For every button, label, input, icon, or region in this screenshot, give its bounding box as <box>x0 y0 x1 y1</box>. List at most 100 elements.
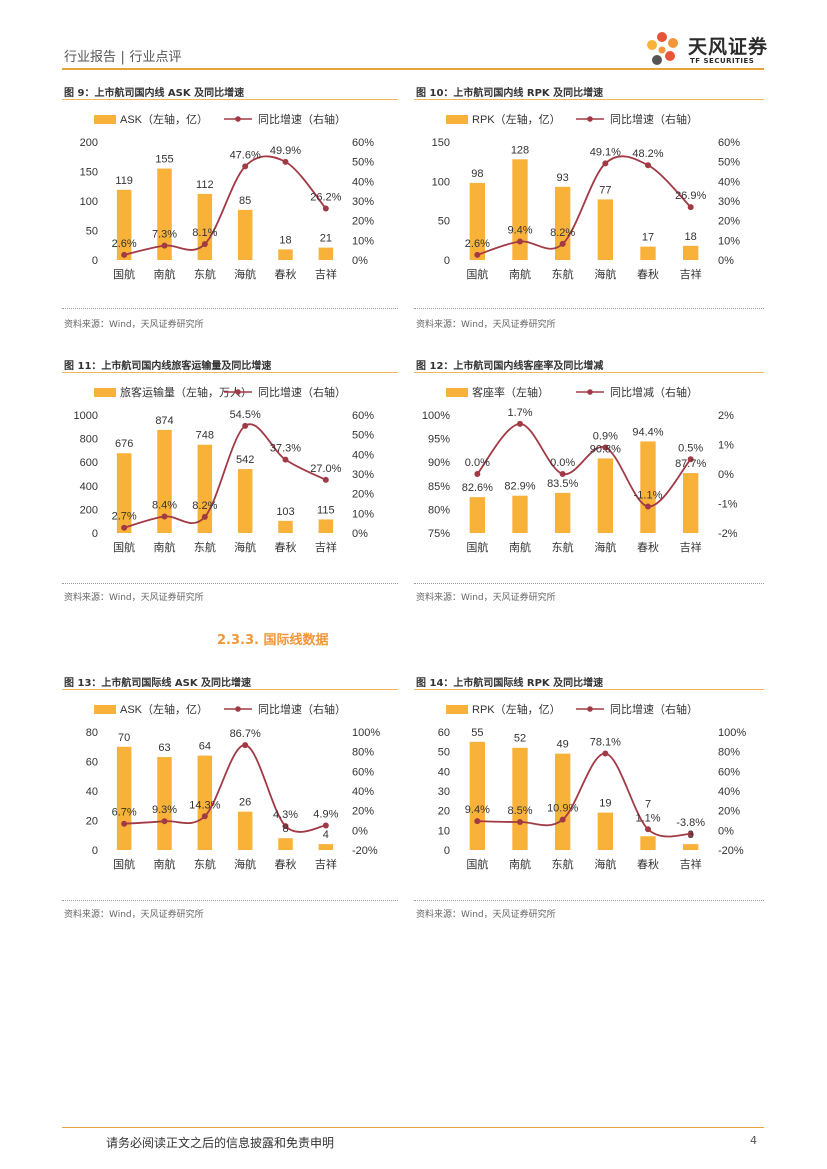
bar-value-label: 748 <box>196 430 214 442</box>
y-left-tick-label: 0 <box>92 528 98 540</box>
rpk-domestic-chart: RPK（左轴，亿） 同比增速（右轴） 0 50 100 150 0% 10% 20% 30% 40%… <box>432 112 741 281</box>
x-tick-label: 海航 <box>234 540 256 554</box>
line-point <box>559 240 566 247</box>
legend-bar-swatch <box>446 705 468 714</box>
y-left-tick-label: 200 <box>80 504 98 516</box>
legend-bar-swatch <box>446 388 468 397</box>
legend-bar-swatch <box>94 115 116 124</box>
figure-source: 资料来源：Wind，天风证券研究所 <box>64 320 204 330</box>
report-header: 行业报告 | 行业点评 <box>64 46 181 65</box>
y-right-tick-label: -20% <box>718 845 744 857</box>
y-right-tick-label: 80% <box>718 747 740 759</box>
line-point <box>687 831 694 838</box>
y-right-tick-label: 10% <box>352 235 374 247</box>
line-point <box>161 513 168 520</box>
figure-title: 图 14：上市航司国际线 RPK 及同比增速 <box>416 678 604 689</box>
bar <box>157 168 172 260</box>
bar-value-label: 155 <box>155 154 173 166</box>
bar-value-label: 98 <box>471 168 483 180</box>
y-right-tick-label: 0% <box>352 528 368 540</box>
x-tick-label: 吉祥 <box>315 267 337 281</box>
line-value-label: 37.3% <box>270 443 301 455</box>
line-value-label: 49.9% <box>270 145 301 157</box>
line-value-label: 2.6% <box>465 238 490 250</box>
x-tick-label: 国航 <box>113 267 135 281</box>
bar-value-label: 8 <box>282 823 288 835</box>
line-point <box>474 471 481 477</box>
y-left-tick-label: 30 <box>438 786 450 798</box>
bar-value-label: 94.4% <box>632 426 663 438</box>
line-point <box>201 513 208 520</box>
figure-rule <box>414 689 764 690</box>
bar <box>116 189 132 260</box>
bar <box>237 469 253 533</box>
line-value-label: 4.3% <box>273 809 298 821</box>
header-separator: | <box>120 50 125 65</box>
bar <box>237 209 253 260</box>
y-right-tick-label: 100% <box>718 727 746 739</box>
legend-bar-swatch <box>446 115 468 124</box>
x-tick-label: 国航 <box>466 267 488 281</box>
legend-bar-swatch <box>94 388 116 397</box>
x-tick-label: 海航 <box>594 540 616 554</box>
bar <box>597 812 614 850</box>
y-right-tick-label: 0% <box>352 255 368 267</box>
y-right-tick-label: 40% <box>718 176 740 188</box>
y-left-tick-label: 0 <box>444 255 450 267</box>
figure-title: 图 9：上市航司国内线 ASK 及同比增速 <box>64 88 245 99</box>
bar <box>469 182 486 260</box>
bar-value-label: 63 <box>158 742 170 754</box>
y-left-tick-label: 40 <box>438 766 450 778</box>
ask-international-chart: ASK（左轴，亿） 同比增速（右轴） 0 20 40 60 80 -20% 0% 20% 40% 60… <box>86 702 381 871</box>
bar <box>682 473 699 533</box>
y-left-tick-label: 800 <box>80 434 98 446</box>
bar <box>469 741 486 850</box>
legend-bar-label: ASK（左轴，亿） <box>120 702 208 716</box>
bar <box>597 458 614 533</box>
y-right-tick-label: 50% <box>352 430 374 442</box>
x-tick-label: 吉祥 <box>315 857 337 871</box>
legend-line-label: 同比增速（右轴） <box>258 112 346 126</box>
line-point <box>602 444 609 451</box>
bar <box>157 757 172 850</box>
line-point <box>121 251 128 258</box>
bar <box>682 844 699 850</box>
y-right-tick-label: 60% <box>352 137 374 149</box>
legend-line-marker <box>235 389 241 395</box>
line-value-label: 0.0% <box>550 457 575 469</box>
y-left-tick-label: 600 <box>80 457 98 469</box>
figure-rule <box>62 99 398 100</box>
y-right-tick-label: 20% <box>718 806 740 818</box>
x-tick-label: 国航 <box>466 857 488 871</box>
line-point <box>559 816 566 823</box>
line-point <box>645 826 651 833</box>
x-tick-label: 春秋 <box>275 267 297 281</box>
bar-value-label: 85 <box>239 195 251 207</box>
y-left-tick-label: 100 <box>432 176 450 188</box>
bar-value-label: 115 <box>317 504 335 516</box>
bar-value-label: 64 <box>199 741 211 753</box>
line-value-label: 2.6% <box>112 238 137 250</box>
bar <box>116 746 132 850</box>
x-tick-label: 东航 <box>552 857 574 871</box>
bar-value-label: 21 <box>320 233 332 245</box>
y-left-tick-label: 50 <box>438 747 450 759</box>
x-tick-label: 南航 <box>509 267 531 281</box>
bar <box>682 245 699 260</box>
y-right-tick-label: 40% <box>718 786 740 798</box>
bar <box>157 429 172 533</box>
x-tick-label: 海航 <box>234 267 256 281</box>
line-value-label: 0.0% <box>465 457 490 469</box>
legend-bar-label: 客座率（左轴） <box>472 385 549 399</box>
x-tick-label: 南航 <box>154 267 176 281</box>
legend-line-label: 同比增速（右轴） <box>610 112 698 126</box>
bar-value-label: 55 <box>471 727 483 739</box>
y-left-tick-label: 95% <box>428 434 450 446</box>
x-tick-label: 南航 <box>154 540 176 554</box>
bar-value-label: 52 <box>514 733 526 745</box>
y-left-tick-label: 10 <box>438 825 450 837</box>
y-right-tick-label: 30% <box>718 196 740 208</box>
line-value-label: 2.7% <box>112 511 137 523</box>
bar <box>278 838 293 850</box>
line-value-label: 26.9% <box>675 190 706 202</box>
